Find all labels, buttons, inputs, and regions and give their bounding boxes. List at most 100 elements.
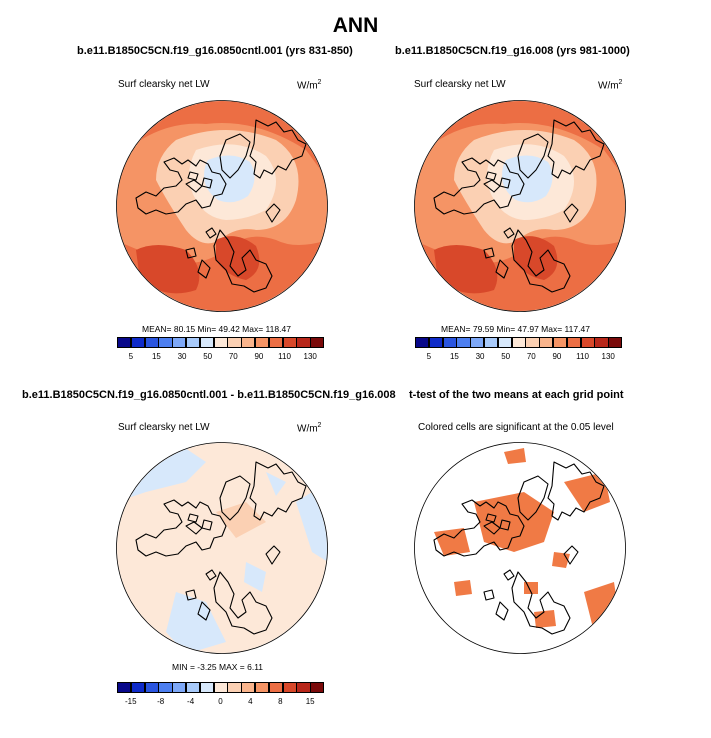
control-coast-segment — [135, 157, 227, 215]
difference-colorbar-swatch — [158, 682, 173, 693]
test-colorbar-tick-label: 90 — [552, 352, 562, 361]
difference-coast-segment — [187, 513, 199, 523]
control-variable-label: Surf clearsky net LW — [118, 79, 210, 90]
control-colorbar-swatch — [144, 337, 159, 348]
ttest-variable-label: Colored cells are significant at the 0.0… — [418, 422, 614, 433]
control-ice-cap — [204, 155, 255, 203]
difference-coast-segment — [135, 499, 227, 557]
ttest-coast-segment — [499, 519, 511, 531]
difference-polar-map — [116, 442, 328, 654]
ttest-coast-segment — [517, 475, 549, 521]
difference-coast-segment — [185, 589, 197, 601]
difference-coast-segment — [213, 571, 273, 635]
difference-colorbar-swatch — [310, 682, 325, 693]
control-colorbar-swatch — [130, 337, 146, 348]
ttest-map-border — [414, 442, 626, 654]
ttest-significant-cells — [534, 610, 556, 628]
difference-colorbar-swatch — [255, 682, 270, 693]
control-polar-map — [116, 100, 328, 312]
test-colorbar-swatch — [608, 337, 623, 348]
difference-colorbar-tick-label: -8 — [157, 697, 165, 706]
control-colorbar-swatch — [296, 337, 311, 348]
control-field — [117, 101, 327, 311]
difference-background — [117, 443, 327, 653]
test-coast-segment — [547, 119, 605, 179]
difference-colorbar-tick-label: 15 — [305, 697, 315, 706]
test-coast-segment — [499, 177, 511, 189]
control-coast-segment — [185, 247, 197, 259]
ttest-significant-cells — [504, 448, 526, 464]
test-colorbar-tick-label: 70 — [526, 352, 536, 361]
test-map-border — [414, 100, 626, 312]
control-map-border — [116, 100, 328, 312]
difference-colorbar-tick-label: -4 — [187, 697, 195, 706]
control-units: W/m2 — [297, 79, 322, 92]
control-colorbar-swatch — [227, 337, 242, 348]
difference-coast-segment — [197, 601, 211, 621]
test-coast-segment — [563, 203, 579, 223]
control-colorbar-tick-label: 50 — [203, 352, 213, 361]
control-band-deep — [136, 245, 200, 294]
difference-coast-segment — [249, 461, 307, 521]
test-colorbar: 5 15 30 50 70 90 110 130 — [415, 337, 623, 367]
difference-variable-label: Surf clearsky net LW — [118, 422, 210, 433]
difference-colorbar-swatch — [117, 682, 132, 693]
difference-colorbar-tick-label: -15 — [125, 697, 137, 706]
control-coast-segment — [265, 203, 281, 223]
difference-colorbar-tick-label: 0 — [218, 697, 223, 706]
difference-panel-title: b.e11.B1850C5CN.f19_g16.0850cntl.001 - b… — [22, 389, 396, 401]
test-coast-segment — [483, 247, 495, 259]
control-colorbar-swatch — [117, 337, 132, 348]
test-colorbar-swatch — [580, 337, 595, 348]
test-colorbar-swatch — [484, 337, 499, 348]
control-colorbar-tick-label: 30 — [177, 352, 187, 361]
test-variable-label: Surf clearsky net LW — [414, 79, 506, 90]
test-colorbar-tick-label: 130 — [601, 352, 615, 361]
control-colorbar-tick-label: 110 — [278, 352, 291, 361]
ttest-coast-segment — [563, 545, 579, 565]
difference-colorbar: -15 -8 -4 0 4 8 15 — [117, 682, 325, 712]
ttest-panel-title: t-test of the two means at each grid poi… — [409, 389, 624, 401]
difference-negative-region — [166, 592, 226, 653]
control-stats: MEAN= 80.15 Min= 49.42 Max= 118.47 — [142, 324, 291, 334]
test-coast-segment — [485, 171, 497, 181]
control-coast-segment — [213, 229, 273, 293]
test-colorbar-swatch — [566, 337, 582, 348]
difference-coast-segment — [265, 545, 281, 565]
control-coastlines — [135, 119, 307, 293]
control-coast-segment — [219, 133, 251, 179]
difference-colorbar-swatch — [241, 682, 256, 693]
difference-colorbar-swatch — [199, 682, 215, 693]
figure-title: ANN — [332, 14, 379, 37]
ttest-coast-segment — [547, 461, 605, 521]
control-colorbar-swatch — [282, 337, 297, 348]
test-colorbar-tick-label: 15 — [449, 352, 459, 361]
test-field — [415, 101, 625, 311]
control-colorbar-swatch — [268, 337, 284, 348]
test-colorbar-swatch — [511, 337, 526, 348]
control-colorbar-tick-label: 5 — [128, 352, 134, 361]
control-band-deep-east — [216, 236, 260, 280]
ttest-significant-cells — [454, 580, 472, 596]
test-colorbar-swatch — [553, 337, 568, 348]
difference-colorbar-swatch — [172, 682, 187, 693]
difference-negative-region — [244, 562, 266, 592]
difference-units: W/m2 — [297, 422, 322, 435]
control-colorbar-tick-label: 130 — [303, 352, 317, 361]
control-colorbar-swatch — [241, 337, 256, 348]
control-colorbar-tick-label: 15 — [151, 352, 161, 361]
control-colorbar-swatch — [310, 337, 325, 348]
test-band-deep — [434, 245, 498, 294]
control-colorbar-swatch — [172, 337, 187, 348]
test-coast-segment — [511, 229, 571, 293]
test-panel-title: b.e11.B1850C5CN.f19_g16.008 (yrs 981-100… — [395, 45, 630, 57]
control-coast-segment — [205, 227, 217, 239]
ttest-significant-cells — [564, 472, 610, 512]
difference-colorbar-tick-label: 8 — [278, 697, 283, 706]
control-colorbar-swatch — [213, 337, 228, 348]
test-colorbar-tick-label: 50 — [501, 352, 511, 361]
test-ice-cap — [502, 155, 553, 203]
test-coast-segment — [503, 227, 515, 239]
control-coast-segment — [201, 177, 213, 189]
test-units: W/m2 — [598, 79, 623, 92]
